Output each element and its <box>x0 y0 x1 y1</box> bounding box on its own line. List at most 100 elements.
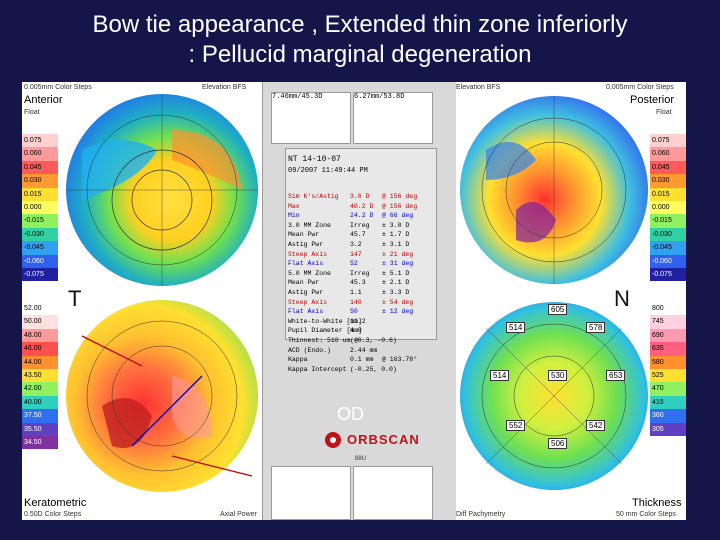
stats-extra: ± 1.7 D <box>382 231 410 239</box>
stats-label: 3.0 MM Zone <box>288 221 331 229</box>
title-line-1: Bow tie appearance , Extended thin zone … <box>92 11 628 38</box>
temporal-label: T <box>68 286 82 311</box>
posterior-header-right: 0.005mm Color Steps <box>606 84 674 91</box>
bfs-right-box: 6.27mm/53.8D <box>353 92 433 144</box>
keratometric-footer-left: 0.50D Color Steps <box>24 511 82 518</box>
stats-label: Min <box>288 212 300 220</box>
stats-value: (-0.3, -0.6) <box>350 337 397 344</box>
bfs-left: 7.46mm/45.3D <box>272 93 323 101</box>
scale-step: 50.00 <box>22 315 58 329</box>
scale-step: 305 <box>650 422 686 436</box>
scale-step: 46.00 <box>22 342 58 356</box>
scale-step: 42.00 <box>22 382 58 396</box>
scale-step: 0.000 <box>22 200 58 215</box>
scale-step: 800 <box>650 302 686 316</box>
thickness-lower-left: 552 <box>506 420 526 431</box>
exam-datetime: 09/2007 11:49:44 PM <box>288 167 368 175</box>
scale-step: 0.030 <box>22 174 58 188</box>
scale-step: 470 <box>650 382 686 396</box>
stats-value: 1.1 <box>350 289 362 296</box>
scale-step: 360 <box>650 409 686 423</box>
stats-label: Thinnest: 510 um @ <box>288 337 359 344</box>
scale-step: 40.00 <box>22 395 58 410</box>
nasal-label: N <box>614 286 630 311</box>
info-panel: 7.46mm/45.3D 6.27mm/53.8D NT 14-10-07 09… <box>262 82 458 520</box>
stats-label: Flat Axis <box>288 308 324 316</box>
posterior-scale: 0.075 0.060 0.045 0.030 0.015 0.000 -0.0… <box>650 134 686 282</box>
stats-label: Flat Axis <box>288 260 324 268</box>
patient-id: NT 14-10-07 <box>288 155 341 164</box>
stats-value: 45.7 <box>350 231 366 239</box>
stats-extra: @ 156 deg <box>382 193 418 200</box>
stats-value: Irreg <box>350 269 370 277</box>
scale-step: -0.075 <box>22 267 58 282</box>
stats-value: 3.2 <box>350 241 362 248</box>
stats-value: 50 <box>350 308 358 316</box>
stats-value: 45.3 <box>350 279 366 287</box>
scale-step: 37.50 <box>22 409 58 423</box>
thickness-center: 530 <box>548 370 568 381</box>
thickness-bottom: 506 <box>548 438 568 449</box>
scale-step: -0.060 <box>22 254 58 268</box>
scale-step: -0.045 <box>22 241 58 255</box>
stats-value: (-0.25, 0.0) <box>350 365 397 373</box>
patient-box: NT 14-10-07 09/2007 11:49:44 PM Sim K's/… <box>285 148 437 373</box>
logo-sub: 88U <box>355 456 367 462</box>
keratometric-panel: 52.00 50.00 48.00 46.00 44.00 43.50 42.0… <box>22 292 262 520</box>
thickness-lower-right: 542 <box>586 420 606 431</box>
stats-value: 24.2 D <box>350 212 374 220</box>
scale-step: 0.075 <box>650 134 686 148</box>
stats-extra: ± 3.3 D <box>382 289 410 296</box>
orbscan-screen: 0.005mm Color Steps Elevation BFS Anteri… <box>22 82 686 520</box>
stats-value: 147 <box>350 250 362 258</box>
stats-extra: ± 54 deg <box>382 298 414 306</box>
stats-label: ACD (Endo.) <box>288 346 331 354</box>
anterior-header-right: Elevation BFS <box>202 84 247 91</box>
keratometric-scale: 52.00 50.00 48.00 46.00 44.00 43.50 42.0… <box>22 302 58 450</box>
keratometric-label: Keratometric <box>24 497 87 509</box>
scale-step: 52.00 <box>22 302 58 316</box>
stats-value: 3.6 D <box>350 193 370 200</box>
bfs-right: 6.27mm/53.8D <box>354 93 405 101</box>
scale-step: 34.50 <box>22 435 58 450</box>
bfs-left-box: 7.46mm/45.3D <box>271 92 351 144</box>
scale-step: 690 <box>650 328 686 343</box>
posterior-header-left: Elevation BFS <box>456 84 501 91</box>
scale-step: 0.015 <box>22 187 58 201</box>
scale-step: 580 <box>650 355 686 369</box>
keratometric-footer-right: Axial Power <box>220 511 257 518</box>
stats-label: Kappa <box>288 356 308 364</box>
scale-step: 415 <box>650 395 686 410</box>
thickness-panel: 605 514 578 514 530 653 552 542 506 800 … <box>456 292 686 520</box>
scale-step: -0.030 <box>650 227 686 242</box>
scale-step: 48.00 <box>22 328 58 343</box>
scale-step: 0.060 <box>650 147 686 161</box>
orbscan-logo-text: ORBSCAN <box>347 432 420 447</box>
scale-step: 525 <box>650 368 686 383</box>
stats-label: Steep Axis <box>288 250 328 258</box>
stats-label: Sim K's/Astig <box>288 193 339 200</box>
stats-value: 2.44 mm <box>350 346 378 354</box>
thickness-upper-left: 514 <box>506 322 526 333</box>
stats-extra: @ 163.78° <box>382 356 418 364</box>
stats-value: 4.0 <box>350 327 362 335</box>
scale-step: -0.060 <box>650 254 686 268</box>
orbscan-logo-icon <box>325 432 341 448</box>
stats-extra: ± 3.1 D <box>382 241 410 248</box>
stats-value: 11.2 <box>350 317 366 325</box>
stats-label: Astig Pwr <box>288 289 324 296</box>
lower-left-box <box>271 466 351 520</box>
scale-step: -0.015 <box>22 214 58 228</box>
stats-label: Kappa Intercept <box>288 365 347 373</box>
stats-extra: ± 12 deg <box>382 308 414 316</box>
thickness-footer-left: Diff Pachymetry <box>456 511 506 518</box>
scale-step: -0.075 <box>650 267 686 282</box>
scale-step: 0.030 <box>650 174 686 188</box>
thickness-right: 653 <box>606 370 626 381</box>
scale-step: -0.030 <box>22 227 58 242</box>
title-line-2: : Pellucid marginal degeneration <box>188 41 532 68</box>
scale-step: 44.00 <box>22 355 58 369</box>
posterior-map <box>460 96 648 284</box>
lower-right-box <box>353 466 433 520</box>
anterior-header-left: 0.005mm Color Steps <box>24 84 92 91</box>
